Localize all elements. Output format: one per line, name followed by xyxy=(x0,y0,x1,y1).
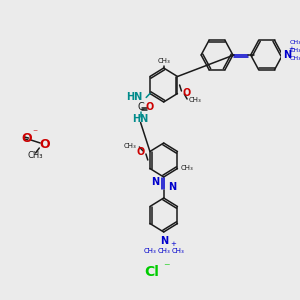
Text: CH₃: CH₃ xyxy=(28,151,43,160)
Text: C: C xyxy=(137,103,144,112)
Text: O: O xyxy=(40,139,50,152)
Text: N: N xyxy=(168,182,176,192)
Text: HN: HN xyxy=(126,92,142,101)
Text: CH₃: CH₃ xyxy=(180,166,193,172)
Text: N: N xyxy=(151,177,159,187)
Text: CH₃: CH₃ xyxy=(171,248,184,254)
Text: CH₃: CH₃ xyxy=(189,97,202,103)
Text: +: + xyxy=(170,241,176,247)
Text: CH₃: CH₃ xyxy=(290,56,300,61)
Text: CH₃: CH₃ xyxy=(157,248,170,254)
Text: O: O xyxy=(21,131,32,145)
Text: N: N xyxy=(160,236,168,246)
Text: HN: HN xyxy=(132,115,149,124)
Text: CH₃: CH₃ xyxy=(157,58,170,64)
Text: CH₃: CH₃ xyxy=(143,248,156,254)
Text: ⁻: ⁻ xyxy=(33,128,38,138)
Text: CH₃: CH₃ xyxy=(290,49,300,53)
Text: O: O xyxy=(182,88,191,98)
Text: O: O xyxy=(146,103,154,112)
Text: +: + xyxy=(288,46,294,52)
Text: Cl: Cl xyxy=(144,265,159,279)
Text: CH₃: CH₃ xyxy=(124,143,136,149)
Text: CH₃: CH₃ xyxy=(290,40,300,46)
Text: O: O xyxy=(137,147,145,157)
Text: ⁻: ⁻ xyxy=(163,262,170,275)
Text: N: N xyxy=(284,50,292,60)
